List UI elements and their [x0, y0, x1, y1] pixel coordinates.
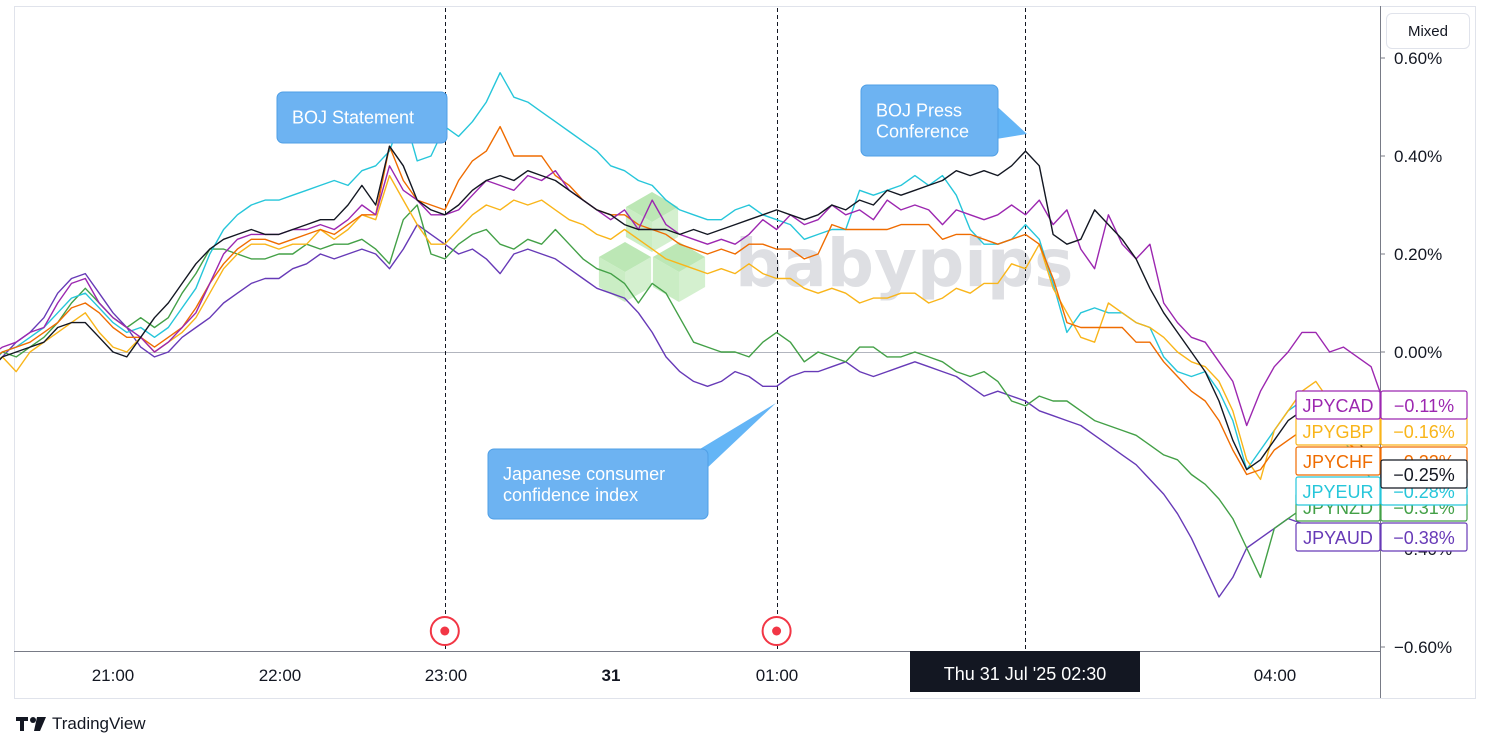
y-tick-label: 0.00%	[1394, 343, 1442, 362]
series-line-jpycad[interactable]	[0, 165, 1386, 427]
x-tick-label: 04:00	[1254, 666, 1297, 685]
legend-tag-name: JPYAUD	[1303, 528, 1373, 548]
series-line-base[interactable]	[0, 145, 1386, 475]
cube-right	[679, 257, 706, 302]
cube-top	[598, 242, 652, 272]
legend-tag-name: JPYCAD	[1302, 396, 1373, 416]
scale-mode-button[interactable]: Mixed	[1386, 13, 1470, 49]
series-line-jpyaud[interactable]	[0, 223, 1385, 598]
legend-tag-name: JPYEUR	[1302, 482, 1373, 502]
series-line-jpychf[interactable]	[0, 125, 1386, 476]
callout-box	[860, 84, 999, 157]
crosshair-time-label-bg	[910, 651, 1140, 692]
crosshair-time-label: Thu 31 Jul '25 02:30	[944, 664, 1107, 684]
callout-box	[487, 448, 709, 520]
legend-tag-jpyaud[interactable]: JPYAUD −0.38%	[1295, 522, 1468, 552]
callout-tail	[690, 403, 776, 470]
legend-tag-name: JPYCHF	[1303, 452, 1373, 472]
x-tick-label: 31	[602, 666, 621, 685]
economic-event-icon[interactable]	[761, 616, 792, 646]
x-tick-label: 23:00	[425, 666, 468, 685]
callout-boj-statement: BOJ Statement	[276, 91, 448, 144]
tradingview-logo-icon	[16, 717, 46, 731]
watermark-text: babypips	[735, 225, 1073, 302]
series-line-jpynzd[interactable]	[0, 204, 1385, 579]
series-line-jpygbp[interactable]	[0, 174, 1386, 481]
callout-text: Japanese consumer	[503, 464, 665, 484]
legend-tag-name: JPYGBP	[1302, 422, 1373, 442]
x-tick-label: 01:00	[756, 666, 799, 685]
y-tick-label: 0.60%	[1394, 49, 1442, 68]
callout-box	[276, 91, 448, 144]
legend-tag-value: −0.16%	[1393, 422, 1455, 442]
main-series-value-label: −0.25%	[1393, 465, 1455, 485]
main-series-value-tag: −0.25%	[1380, 459, 1468, 489]
tradingview-brand: TradingView	[16, 714, 146, 734]
callout-tail	[990, 100, 1027, 140]
callout-text: confidence index	[503, 485, 638, 505]
y-tick-label: −0.60%	[1394, 638, 1452, 657]
legend-tag-value: −0.38%	[1393, 528, 1455, 548]
footer-brand-text: TradingView	[52, 714, 146, 733]
cube-right	[625, 257, 652, 302]
callout-text: BOJ Press	[876, 101, 962, 121]
callout-text: BOJ Statement	[292, 108, 414, 128]
y-tick-label: 0.20%	[1394, 245, 1442, 264]
legend-tag-jpycad[interactable]: JPYCAD −0.11%	[1295, 390, 1468, 420]
legend-tag-jpygbp[interactable]: JPYGBP −0.16%	[1295, 416, 1468, 446]
y-tick-label: 0.40%	[1394, 147, 1442, 166]
callout-text: Conference	[876, 122, 969, 142]
cube-left	[652, 257, 679, 302]
x-tick-label: 21:00	[92, 666, 135, 685]
economic-event-icon[interactable]	[429, 616, 460, 646]
x-tick-label: 22:00	[259, 666, 302, 685]
cube-top	[652, 242, 706, 272]
legend-tag-value: −0.11%	[1394, 396, 1454, 416]
